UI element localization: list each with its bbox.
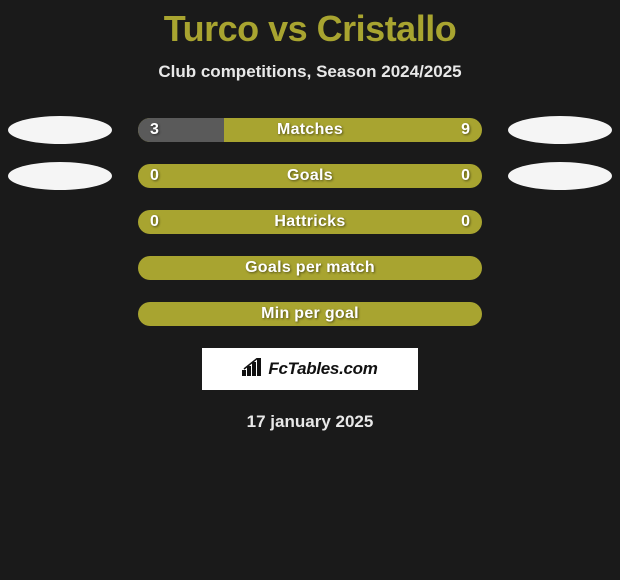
player-right-placeholder: [508, 162, 612, 190]
stat-label: Goals per match: [138, 256, 482, 280]
bars-icon: [242, 358, 264, 381]
stat-bar: Min per goal: [138, 302, 482, 326]
stat-label: Min per goal: [138, 302, 482, 326]
stat-label: Matches: [138, 118, 482, 142]
date-label: 17 january 2025: [0, 412, 620, 432]
stat-label: Goals: [138, 164, 482, 188]
stat-row: 00Hattricks: [0, 210, 620, 234]
stat-label: Hattricks: [138, 210, 482, 234]
comparison-infographic: Turco vs Cristallo Club competitions, Se…: [0, 0, 620, 432]
subtitle: Club competitions, Season 2024/2025: [0, 62, 620, 82]
stat-row: 39Matches: [0, 118, 620, 142]
player-right-placeholder: [508, 116, 612, 144]
player-left-placeholder: [8, 162, 112, 190]
player-left-placeholder: [8, 116, 112, 144]
stat-bar: 39Matches: [138, 118, 482, 142]
stat-bar: 00Hattricks: [138, 210, 482, 234]
stat-row: Min per goal: [0, 302, 620, 326]
stat-bar: 00Goals: [138, 164, 482, 188]
stats-area: 39Matches 00Goals 00Hattricks Goals per mat…: [0, 118, 620, 326]
brand-text: FcTables.com: [268, 359, 377, 379]
brand-badge: FcTables.com: [202, 348, 418, 390]
stat-row: 00Goals: [0, 164, 620, 188]
stat-row: Goals per match: [0, 256, 620, 280]
page-title: Turco vs Cristallo: [0, 8, 620, 50]
stat-bar: Goals per match: [138, 256, 482, 280]
